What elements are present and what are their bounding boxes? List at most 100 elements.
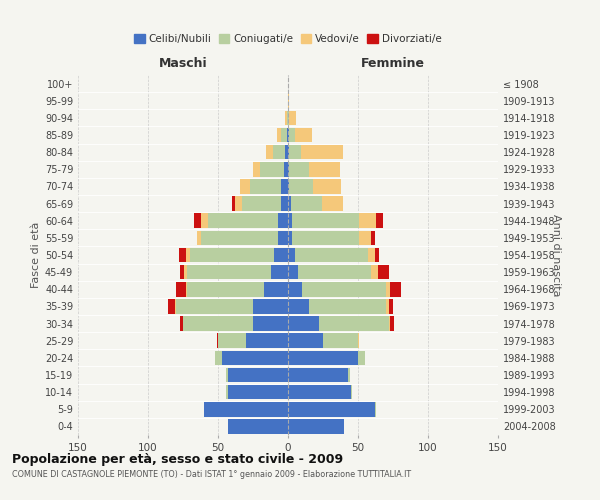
Bar [288, 350, 358, 365]
Bar [288, 94, 289, 108]
Bar [288, 368, 348, 382]
Bar [277, 128, 281, 142]
Bar [376, 214, 383, 228]
Bar [292, 230, 359, 245]
Bar [253, 299, 288, 314]
Bar [246, 334, 288, 348]
Bar [242, 196, 281, 211]
Bar [390, 316, 394, 331]
Bar [179, 248, 186, 262]
Bar [217, 334, 218, 348]
Bar [288, 230, 292, 245]
Bar [298, 265, 371, 280]
Bar [260, 162, 284, 176]
Bar [194, 214, 201, 228]
Text: Maschi: Maschi [158, 57, 208, 70]
Bar [215, 350, 222, 365]
Bar [187, 282, 264, 296]
Bar [371, 230, 375, 245]
Bar [288, 145, 289, 160]
Bar [386, 299, 389, 314]
Bar [197, 230, 201, 245]
Bar [285, 110, 287, 125]
Bar [351, 385, 352, 400]
Bar [176, 299, 253, 314]
Bar [292, 214, 359, 228]
Bar [272, 145, 285, 160]
Bar [204, 402, 288, 416]
Bar [288, 162, 289, 176]
Bar [175, 299, 176, 314]
Bar [218, 334, 246, 348]
Bar [359, 230, 371, 245]
Bar [368, 248, 375, 262]
Bar [288, 282, 302, 296]
Bar [288, 128, 289, 142]
Bar [322, 196, 343, 211]
Bar [358, 334, 359, 348]
Y-axis label: Fasce di età: Fasce di età [31, 222, 41, 288]
Bar [226, 385, 228, 400]
Text: COMUNE DI CASTAGNOLE PIEMONTE (TO) - Dati ISTAT 1° gennaio 2009 - Elaborazione T: COMUNE DI CASTAGNOLE PIEMONTE (TO) - Dat… [12, 470, 411, 479]
Bar [289, 162, 309, 176]
Bar [348, 368, 350, 382]
Bar [386, 282, 390, 296]
Bar [183, 316, 253, 331]
Bar [222, 350, 288, 365]
Bar [389, 299, 393, 314]
Bar [289, 179, 313, 194]
Bar [288, 402, 375, 416]
Bar [281, 128, 287, 142]
Bar [208, 214, 278, 228]
Bar [375, 248, 379, 262]
Bar [180, 265, 184, 280]
Bar [274, 248, 288, 262]
Bar [289, 110, 296, 125]
Bar [278, 230, 288, 245]
Bar [309, 162, 340, 176]
Bar [278, 214, 288, 228]
Bar [295, 128, 312, 142]
Bar [288, 334, 323, 348]
Bar [291, 196, 322, 211]
Bar [288, 265, 298, 280]
Bar [201, 214, 208, 228]
Bar [323, 334, 358, 348]
Bar [250, 179, 281, 194]
Text: Popolazione per età, sesso e stato civile - 2009: Popolazione per età, sesso e stato civil… [12, 452, 343, 466]
Bar [253, 162, 260, 176]
Bar [241, 179, 250, 194]
Bar [187, 265, 271, 280]
Bar [288, 248, 295, 262]
Bar [288, 299, 309, 314]
Bar [288, 385, 351, 400]
Bar [288, 179, 289, 194]
Bar [186, 282, 187, 296]
Bar [281, 196, 288, 211]
Bar [184, 265, 187, 280]
Bar [359, 214, 376, 228]
Bar [264, 282, 288, 296]
Bar [180, 316, 183, 331]
Bar [288, 214, 292, 228]
Bar [228, 368, 288, 382]
Bar [287, 110, 288, 125]
Bar [358, 350, 365, 365]
Bar [295, 248, 368, 262]
Bar [389, 316, 390, 331]
Bar [190, 248, 274, 262]
Bar [390, 282, 401, 296]
Bar [281, 179, 288, 194]
Bar [371, 265, 377, 280]
Legend: Celibi/Nubili, Coniugati/e, Vedovi/e, Divorziati/e: Celibi/Nubili, Coniugati/e, Vedovi/e, Di… [130, 30, 446, 48]
Bar [266, 145, 272, 160]
Y-axis label: Anni di nascita: Anni di nascita [551, 214, 561, 296]
Bar [289, 128, 295, 142]
Bar [313, 179, 341, 194]
Bar [167, 299, 175, 314]
Bar [226, 368, 228, 382]
Bar [201, 230, 278, 245]
Bar [228, 385, 288, 400]
Bar [288, 110, 289, 125]
Bar [288, 196, 291, 211]
